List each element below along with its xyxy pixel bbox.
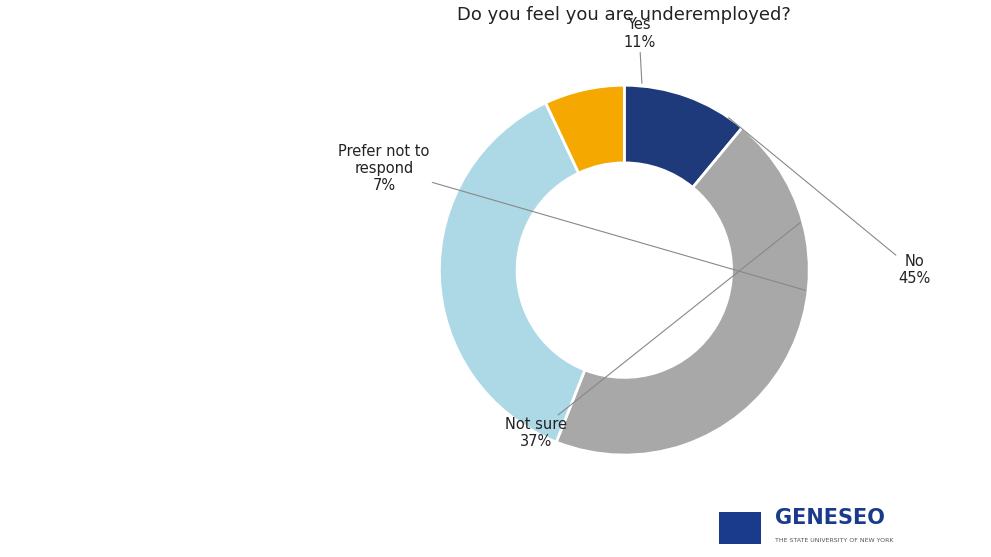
Bar: [719, 511, 761, 544]
Wedge shape: [556, 128, 810, 455]
Text: Yes
11%: Yes 11%: [623, 17, 655, 84]
Text: No
45%: No 45%: [728, 118, 931, 286]
Text: Prefer not to
respond
7%: Prefer not to respond 7%: [338, 144, 806, 290]
Wedge shape: [624, 85, 742, 188]
Wedge shape: [439, 103, 585, 442]
Title: Do you feel you are underemployed?: Do you feel you are underemployed?: [458, 6, 791, 23]
Text: Not sure
37%: Not sure 37%: [504, 222, 801, 449]
Text: GENESEO: GENESEO: [775, 508, 884, 528]
Wedge shape: [546, 85, 624, 173]
Text: THE STATE UNIVERSITY OF NEW YORK: THE STATE UNIVERSITY OF NEW YORK: [775, 538, 893, 543]
Text: Career and
Economic
Mobility: Career and Economic Mobility: [48, 216, 255, 341]
